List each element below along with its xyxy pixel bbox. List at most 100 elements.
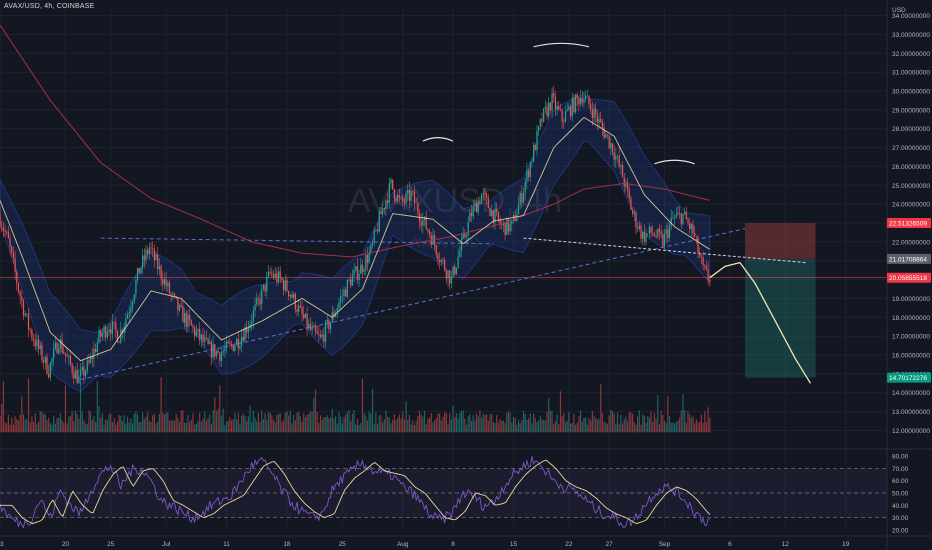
price-tick-label: 14.00000000 bbox=[892, 390, 930, 397]
candle-body bbox=[670, 217, 672, 225]
candle-body bbox=[215, 350, 218, 357]
volume-bar bbox=[642, 414, 644, 433]
candle-body bbox=[95, 348, 97, 352]
volume-bar bbox=[348, 410, 350, 433]
volume-bar bbox=[454, 417, 456, 433]
volume-bar bbox=[304, 417, 306, 433]
candle-body bbox=[131, 301, 134, 308]
candle-body bbox=[440, 259, 442, 262]
volume-bar bbox=[462, 410, 464, 433]
candle-body bbox=[225, 341, 228, 349]
volume-bar bbox=[546, 411, 548, 433]
volume-bar bbox=[492, 421, 494, 433]
pattern-drawings[interactable] bbox=[422, 42, 812, 384]
volume-bar bbox=[573, 413, 575, 433]
volume-bar bbox=[501, 420, 503, 433]
candle-body bbox=[353, 270, 355, 276]
volume-bar bbox=[58, 417, 60, 433]
volume-bar bbox=[252, 410, 254, 433]
volume-bar bbox=[59, 413, 61, 433]
rsi-tick-label: 70.00 bbox=[892, 466, 909, 473]
candle-body bbox=[197, 328, 199, 332]
candle-body bbox=[647, 233, 649, 234]
candle-body bbox=[531, 161, 533, 163]
candle-body bbox=[293, 293, 295, 298]
candle-body bbox=[558, 105, 560, 110]
volume-bar bbox=[581, 421, 583, 433]
trend-lines[interactable] bbox=[0, 228, 886, 381]
candle-body bbox=[340, 296, 342, 303]
candle-body bbox=[209, 341, 211, 344]
volume-bar bbox=[390, 423, 392, 433]
candle-body bbox=[652, 233, 654, 234]
volume-bar bbox=[202, 418, 204, 433]
volume-bar bbox=[605, 423, 607, 433]
volume-bar bbox=[558, 423, 560, 433]
volume-bar bbox=[504, 422, 506, 433]
volume-bar bbox=[32, 422, 35, 433]
volume-bar bbox=[230, 420, 233, 433]
volume-bar bbox=[484, 414, 486, 433]
volume-bar bbox=[637, 416, 639, 433]
candle-body bbox=[311, 326, 313, 330]
price-tick-label: 25.00000000 bbox=[892, 183, 930, 190]
candle-body bbox=[284, 279, 286, 291]
volume-bar bbox=[474, 420, 476, 433]
candle-body bbox=[603, 128, 605, 138]
volume-bar bbox=[684, 410, 686, 433]
volume-bar bbox=[536, 422, 538, 433]
symbol-header[interactable]: AVAX/USD, 4h, COINBASE bbox=[4, 3, 95, 10]
volume-bar bbox=[635, 424, 637, 433]
candle-body bbox=[34, 340, 36, 347]
candle-body bbox=[502, 222, 505, 226]
volume-bar bbox=[338, 412, 340, 433]
volume-bar bbox=[559, 391, 562, 433]
candle-body bbox=[289, 294, 291, 297]
candle-body bbox=[678, 212, 681, 214]
volume-bar bbox=[395, 420, 397, 433]
candle-body bbox=[462, 232, 464, 239]
volume-bar bbox=[470, 420, 473, 433]
volume-bar bbox=[182, 410, 184, 433]
short-position-box[interactable] bbox=[745, 223, 816, 378]
candle-body bbox=[31, 330, 33, 338]
volume-bar bbox=[667, 395, 669, 433]
volume-bar bbox=[601, 412, 604, 433]
candle-body bbox=[682, 213, 684, 225]
volume-bar bbox=[704, 411, 706, 433]
candle-body bbox=[433, 235, 436, 246]
volume-bar bbox=[311, 411, 313, 433]
volume-bar bbox=[264, 413, 266, 433]
candle-body bbox=[576, 94, 578, 98]
candle-body bbox=[620, 165, 622, 167]
volume-bar bbox=[157, 421, 159, 433]
volume-bar bbox=[88, 410, 90, 433]
volume-bar bbox=[496, 414, 498, 433]
volume-bar bbox=[284, 412, 286, 433]
candle-body bbox=[116, 330, 119, 343]
volume-bar bbox=[610, 409, 612, 433]
candle-body bbox=[182, 306, 184, 323]
candle-body bbox=[237, 338, 239, 349]
volume-bar bbox=[353, 410, 355, 433]
time-axis[interactable]: 13 20 25 Jul 11 18 25 Aug 8 15 22 27 Sep 6 12 19 bbox=[0, 535, 932, 548]
candle-body bbox=[167, 282, 169, 287]
candle-body bbox=[115, 322, 117, 331]
candle-body bbox=[454, 266, 456, 274]
volume-bar bbox=[479, 410, 481, 433]
time-tick-label: 12 bbox=[782, 541, 790, 548]
candle-body bbox=[272, 274, 275, 278]
candle-body bbox=[398, 195, 401, 198]
candle-body bbox=[704, 265, 706, 267]
volume-bar bbox=[308, 413, 310, 433]
price-label-text: 22.51326509 bbox=[889, 221, 927, 228]
volume-bar bbox=[633, 422, 635, 433]
volume-bar bbox=[590, 420, 592, 433]
volume-bar bbox=[509, 412, 511, 433]
candle-body bbox=[232, 345, 234, 351]
volume-bar bbox=[121, 421, 124, 433]
volume-bar bbox=[153, 413, 155, 433]
candle-body bbox=[392, 179, 394, 190]
